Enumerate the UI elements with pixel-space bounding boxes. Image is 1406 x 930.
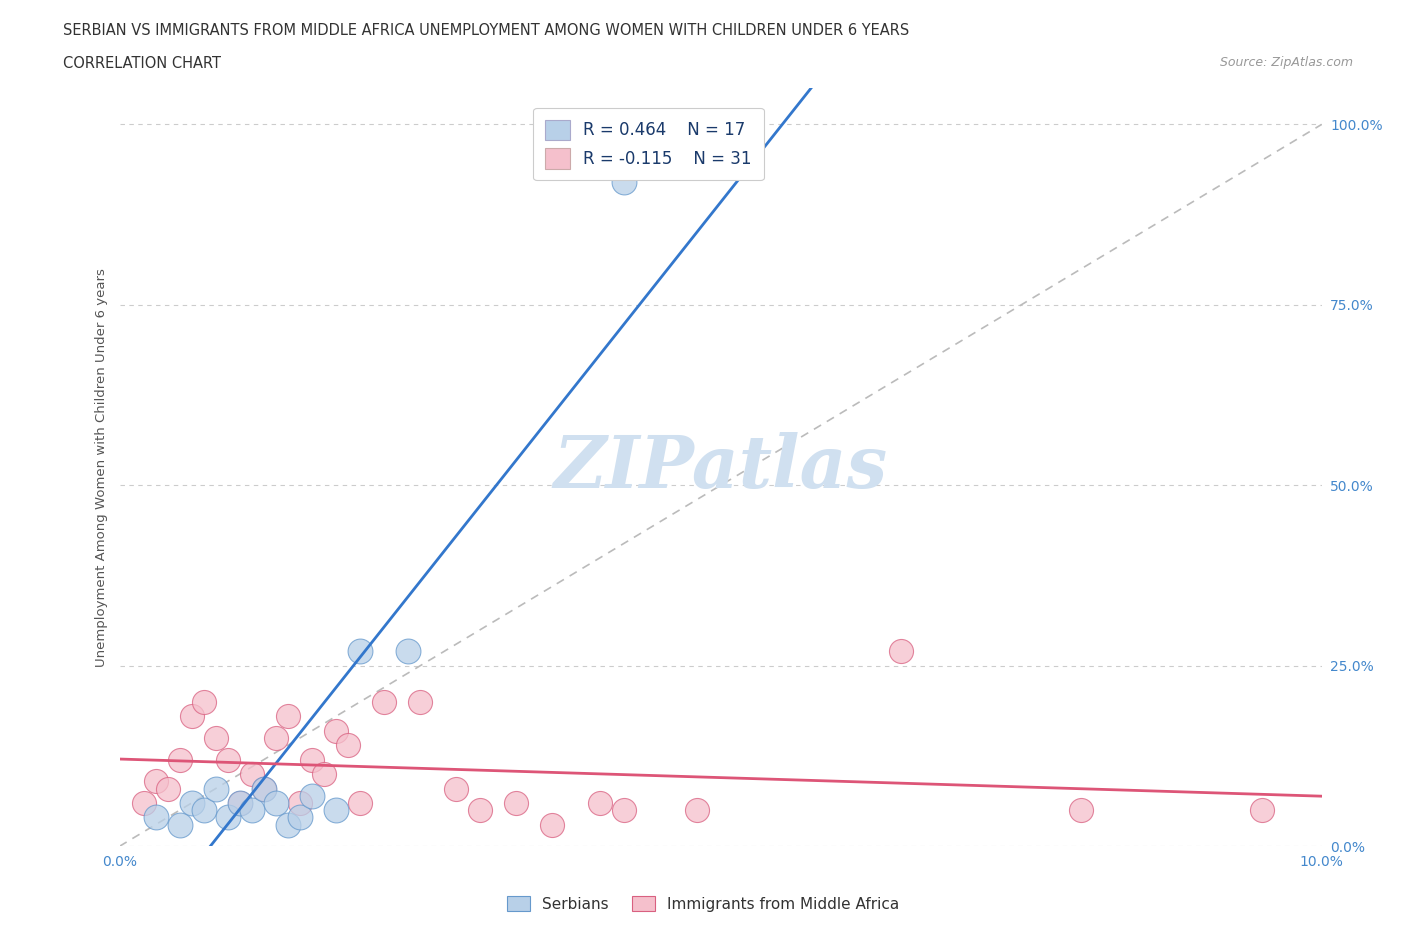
Point (589, 795, 612, 810)
Point (228, 795, 252, 810)
Point (541, 817, 564, 832)
Text: ZIPatlas: ZIPatlas (554, 432, 887, 503)
Point (264, 795, 287, 810)
Text: SERBIAN VS IMMIGRANTS FROM MIDDLE AFRICA UNEMPLOYMENT AMONG WOMEN WITH CHILDREN : SERBIAN VS IMMIGRANTS FROM MIDDLE AFRICA… (63, 23, 910, 38)
Point (204, 731, 226, 746)
Point (145, 774, 167, 789)
Point (325, 803, 347, 817)
Point (193, 695, 215, 710)
Point (169, 752, 191, 767)
Point (613, 175, 636, 190)
Point (180, 709, 202, 724)
Point (336, 737, 359, 752)
Point (1250, 803, 1272, 817)
Point (217, 752, 239, 767)
Point (312, 766, 335, 781)
Point (288, 810, 311, 825)
Point (228, 795, 252, 810)
Text: Source: ZipAtlas.com: Source: ZipAtlas.com (1219, 56, 1353, 69)
Point (301, 789, 323, 804)
Y-axis label: Unemployment Among Women with Children Under 6 years: Unemployment Among Women with Children U… (96, 268, 108, 667)
Point (253, 781, 276, 796)
Point (180, 795, 202, 810)
Point (373, 695, 395, 710)
Point (409, 695, 432, 710)
Point (396, 644, 419, 658)
Point (288, 795, 311, 810)
Point (325, 724, 347, 738)
Point (253, 781, 276, 796)
Point (277, 709, 299, 724)
Point (264, 731, 287, 746)
Legend: Serbians, Immigrants from Middle Africa: Serbians, Immigrants from Middle Africa (501, 889, 905, 918)
Point (193, 803, 215, 817)
Point (468, 803, 492, 817)
Point (217, 810, 239, 825)
Point (204, 781, 226, 796)
Point (145, 810, 167, 825)
Point (301, 752, 323, 767)
Point (156, 781, 179, 796)
Point (240, 766, 263, 781)
Point (132, 795, 155, 810)
Point (349, 644, 371, 658)
Point (240, 803, 263, 817)
Point (349, 795, 371, 810)
Point (613, 803, 636, 817)
Point (169, 817, 191, 832)
Point (1070, 803, 1092, 817)
Point (890, 644, 912, 658)
Point (685, 803, 707, 817)
Point (277, 817, 299, 832)
Legend: R = 0.464    N = 17, R = -0.115    N = 31: R = 0.464 N = 17, R = -0.115 N = 31 (533, 108, 763, 180)
Text: CORRELATION CHART: CORRELATION CHART (63, 56, 221, 71)
Point (505, 795, 527, 810)
Point (444, 781, 467, 796)
